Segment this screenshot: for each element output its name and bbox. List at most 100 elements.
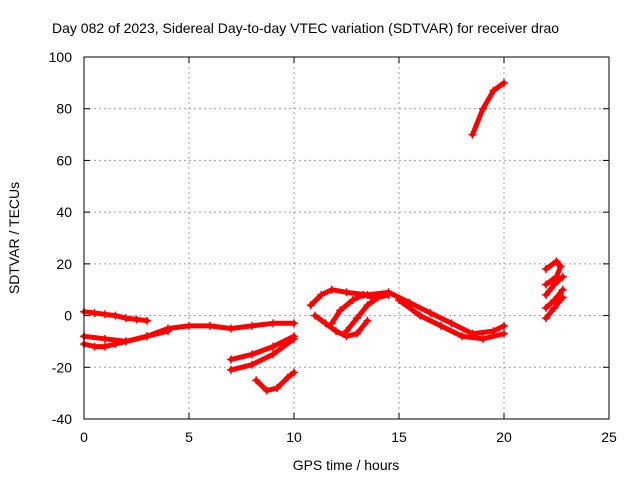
data-point-marker xyxy=(558,285,567,294)
y-axis-label: SDTVAR / TECUs xyxy=(6,182,22,294)
x-tick-label: 25 xyxy=(601,429,617,445)
plot-frame xyxy=(83,56,610,420)
data-point-marker xyxy=(90,342,99,351)
data-point-marker xyxy=(143,332,151,341)
data-point-marker xyxy=(317,290,326,299)
data-point-marker xyxy=(426,308,435,317)
data-point-marker xyxy=(479,104,487,113)
data-point-marker xyxy=(359,290,368,299)
data-point-marker xyxy=(353,314,361,323)
y-tick-label: 40 xyxy=(56,204,72,220)
data-point-marker xyxy=(101,334,109,343)
data-point-marker xyxy=(269,319,277,328)
series-arc-8 xyxy=(312,313,370,339)
y-tick-label: 80 xyxy=(56,101,72,117)
data-point-marker xyxy=(500,329,508,338)
data-point-marker xyxy=(342,288,351,297)
data-point-marker xyxy=(542,280,550,289)
data-point-marker xyxy=(143,316,151,325)
data-point-marker xyxy=(273,383,282,392)
data-point-marker xyxy=(290,319,298,328)
data-point-marker xyxy=(363,301,372,310)
data-point-marker xyxy=(248,321,256,330)
data-point-marker xyxy=(227,365,235,374)
series-arc-12 xyxy=(470,80,507,138)
data-point-marker xyxy=(227,324,235,333)
y-tick-label: 100 xyxy=(49,49,73,65)
data-point-marker xyxy=(468,130,477,139)
grid xyxy=(84,57,609,419)
data-point-marker xyxy=(327,319,336,328)
data-point-marker xyxy=(311,311,319,320)
data-point-marker xyxy=(111,340,120,349)
data-point-marker xyxy=(550,280,559,289)
data-point-marker xyxy=(489,86,498,95)
data-point-marker xyxy=(552,257,561,266)
data-point-marker xyxy=(122,314,130,323)
data-point-marker xyxy=(550,296,559,305)
data-point-marker xyxy=(327,285,336,294)
data-point-marker xyxy=(269,342,277,351)
data-point-marker xyxy=(248,360,256,369)
data-point-marker xyxy=(227,355,235,364)
x-axis-label: GPS time / hours xyxy=(293,457,400,473)
data-point-marker xyxy=(542,303,550,312)
data-point-marker xyxy=(206,321,214,330)
data-point-marker xyxy=(500,321,508,330)
data-point-marker xyxy=(290,368,298,377)
data-point-marker xyxy=(500,78,508,87)
data-point-marker xyxy=(248,350,256,359)
data-point-marker xyxy=(90,308,99,317)
data-point-marker xyxy=(437,321,445,330)
data-point-marker xyxy=(479,334,487,343)
data-point-marker xyxy=(122,337,130,346)
data-point-marker xyxy=(384,290,393,299)
data-point-marker xyxy=(283,373,292,382)
data-point-marker xyxy=(550,303,559,312)
data-point-marker xyxy=(458,332,466,341)
data-point-marker xyxy=(447,319,456,328)
data-point-marker xyxy=(111,311,120,320)
x-tick-label: 20 xyxy=(496,429,512,445)
data-point-marker xyxy=(556,262,565,271)
y-tick-label: 60 xyxy=(56,152,72,168)
y-tick-label: -20 xyxy=(52,359,72,375)
data-point-marker xyxy=(336,306,345,315)
x-tick-label: 15 xyxy=(391,429,407,445)
data-point-marker xyxy=(363,316,372,325)
data-point-marker xyxy=(332,327,340,336)
data-point-marker xyxy=(542,290,550,299)
data-point-marker xyxy=(542,314,550,323)
data-point-marker xyxy=(374,293,382,302)
data-point-marker xyxy=(262,386,271,395)
y-tick-label: 20 xyxy=(56,256,72,272)
y-tick-label: 0 xyxy=(64,308,72,324)
x-tick-label: 10 xyxy=(286,429,302,445)
data-point-marker xyxy=(185,321,193,330)
data-point-marker xyxy=(101,310,109,319)
data-point-marker xyxy=(306,301,315,310)
data-point-marker xyxy=(353,329,361,338)
data-point-marker xyxy=(132,315,141,324)
series-arc-4 xyxy=(228,333,297,362)
data-point-marker xyxy=(101,342,109,351)
x-tick-label: 5 xyxy=(185,429,193,445)
data-point-marker xyxy=(164,327,172,336)
series-layer xyxy=(80,78,567,395)
series-arc-5 xyxy=(228,336,297,373)
chart-title: Day 082 of 2023, Sidereal Day-to-day VTE… xyxy=(52,20,559,36)
data-point-marker xyxy=(416,311,424,320)
data-point-marker xyxy=(542,265,550,274)
data-point-marker xyxy=(395,296,403,305)
data-point-marker xyxy=(342,327,351,336)
data-point-marker xyxy=(269,350,277,359)
data-point-marker xyxy=(252,376,261,385)
data-point-marker xyxy=(558,272,567,281)
data-point-marker xyxy=(348,296,357,305)
series-arc-11 xyxy=(396,297,507,342)
axis-ticks: 0 5 10 15 20 25 -40 -20 0 20 40 60 80 100 xyxy=(49,49,617,445)
data-point-marker xyxy=(558,293,567,302)
x-tick-label: 0 xyxy=(80,429,88,445)
data-point-marker xyxy=(290,334,298,343)
